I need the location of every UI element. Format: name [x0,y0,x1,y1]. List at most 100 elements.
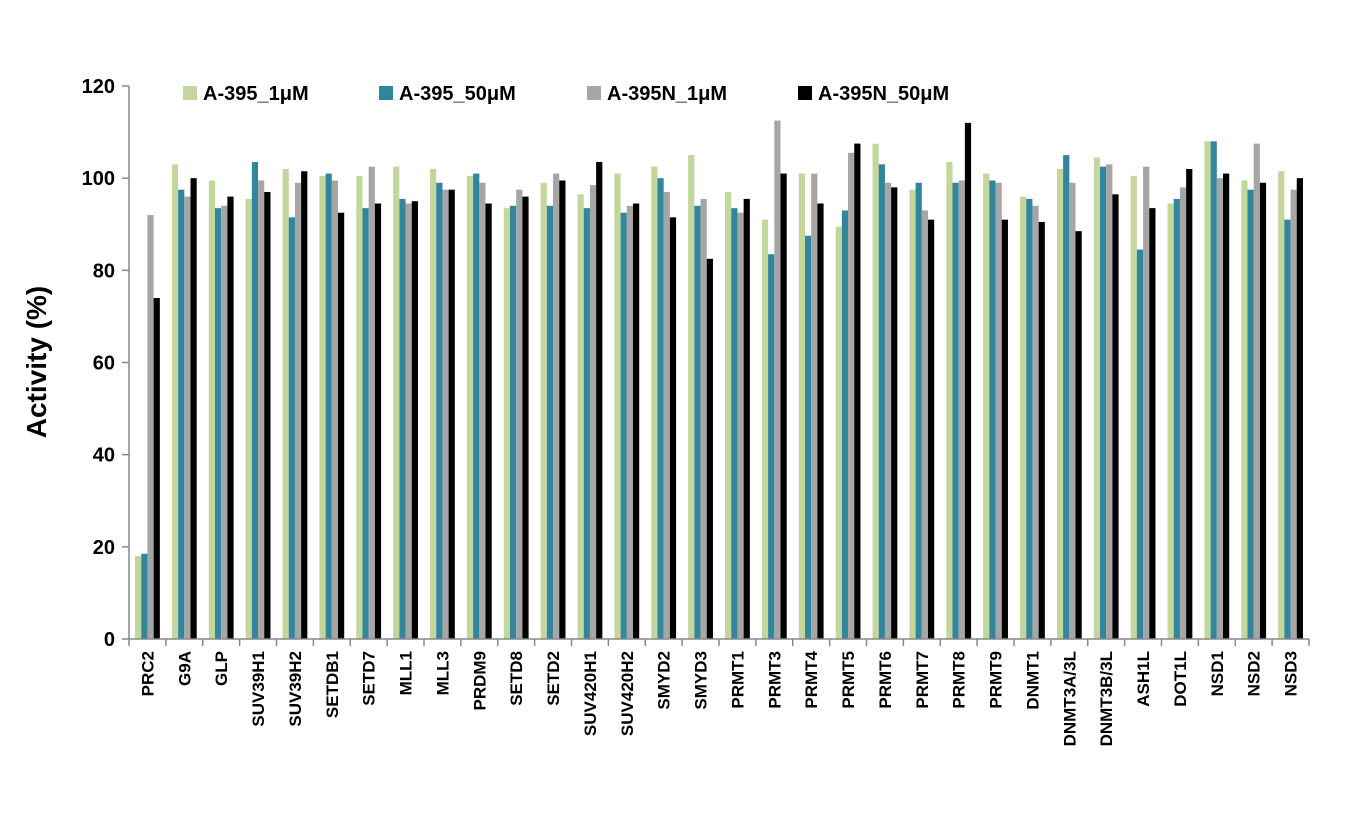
bar-2-15 [700,198,707,639]
bar-1-5 [325,173,332,639]
x-tick-label: MLL3 [433,651,452,695]
bar-2-5 [331,180,339,640]
x-tick-label: SMYD3 [692,651,711,710]
bar-2-30 [1253,143,1260,639]
bar-2-7 [405,203,412,639]
bar-1-28 [1173,198,1180,639]
bar-0-19 [835,226,842,639]
legend-swatch [798,86,812,100]
y-tick-label: 80 [93,260,115,282]
bar-1-6 [362,208,369,639]
bar-0-7 [393,166,400,640]
bar-2-13 [626,205,634,640]
bar-2-19 [848,152,855,639]
bar-0-27 [1130,175,1137,640]
x-tick-label: SUV420H1 [581,651,600,736]
bar-3-12 [596,162,603,639]
legend-label: A-395_1μM [203,83,309,105]
bar-0-8 [430,168,437,639]
bar-1-17 [768,254,775,639]
bar-1-2 [214,208,222,639]
bar-2-24 [1032,205,1039,640]
x-tick-label: PRMT3 [765,651,784,709]
x-tick-label: PRMT4 [802,650,821,708]
plot-area [135,120,1303,640]
bar-0-0 [135,556,142,639]
bar-2-16 [737,212,744,639]
x-tick-label: PRMT1 [728,651,747,709]
x-tick-label: GLP [212,651,231,686]
bar-0-5 [319,175,326,640]
bar-0-3 [245,198,252,639]
bar-0-26 [1093,157,1100,639]
x-tick-label: ASH1L [1134,651,1153,707]
bar-0-11 [540,182,547,639]
bar-3-18 [817,203,824,639]
bar-1-30 [1247,189,1254,639]
bar-3-26 [1112,194,1119,639]
bar-0-2 [208,180,215,640]
bar-3-16 [743,198,750,639]
legend-label: A-395_50μM [399,83,516,105]
bar-3-7 [411,201,418,640]
bar-3-25 [1075,231,1082,639]
y-tick-label: 40 [93,445,115,467]
x-tick-label: SETD2 [544,651,563,706]
bar-3-5 [338,212,345,639]
bar-0-13 [614,173,621,639]
bar-0-28 [1167,203,1174,639]
bar-1-0 [141,553,148,639]
bar-1-20 [878,164,885,639]
x-tick-label: SETD7 [360,651,379,706]
x-tick-label: SETD8 [507,651,526,706]
bar-2-25 [1069,182,1076,639]
bar-0-20 [872,143,879,639]
bar-3-10 [522,196,529,639]
bar-3-29 [1223,173,1230,639]
bar-1-12 [583,208,590,639]
bar-1-3 [251,162,259,639]
x-tick-label: SETDB1 [323,651,342,718]
x-tick-label: PRDM9 [470,651,489,711]
bar-2-3 [258,180,265,640]
bar-2-12 [589,185,597,639]
bar-3-27 [1149,208,1156,639]
x-tick-label: SMYD2 [655,651,674,710]
bar-1-8 [436,182,443,639]
bar-1-29 [1210,141,1217,640]
bar-3-11 [559,180,566,640]
bar-3-13 [633,203,640,639]
legend-label: A-395N_50μM [818,83,949,105]
bar-0-29 [1204,141,1211,640]
bar-3-0 [153,297,160,639]
bar-2-6 [368,166,375,640]
x-tick-label: SUV420H2 [618,651,637,736]
x-tick-label: NSD2 [1245,651,1264,696]
bar-0-17 [761,219,769,639]
bar-3-17 [780,173,787,639]
bar-3-22 [964,122,972,639]
bar-1-19 [841,210,849,640]
bar-1-9 [473,173,480,639]
bar-3-9 [485,203,492,639]
y-tick-label: 60 [93,353,115,375]
legend-label: A-395N_1μM [607,83,727,105]
bar-0-14 [651,166,658,640]
bar-1-18 [804,235,812,640]
bar-2-23 [995,182,1002,639]
bar-3-21 [928,219,935,639]
bar-2-9 [479,182,486,639]
x-tick-label: PRMT5 [839,651,858,709]
x-axis: PRC2 G9A GLP SUV39H1 SUV39H2 SETDB1 SETD7 MLL1 M… [128,638,1310,746]
bar-1-15 [694,205,701,640]
bar-1-16 [731,208,738,639]
x-tick-label: PRMT9 [987,651,1006,709]
bar-0-16 [725,191,732,639]
bar-0-9 [466,175,474,640]
bar-1-13 [620,212,627,639]
legend: A-395_1μM A-395_50μM A-395N_1μM A-395N_50μM [183,83,949,105]
bar-0-12 [577,194,584,639]
bar-2-11 [553,173,560,639]
x-tick-label: DNMT3A/3L [1060,651,1079,746]
